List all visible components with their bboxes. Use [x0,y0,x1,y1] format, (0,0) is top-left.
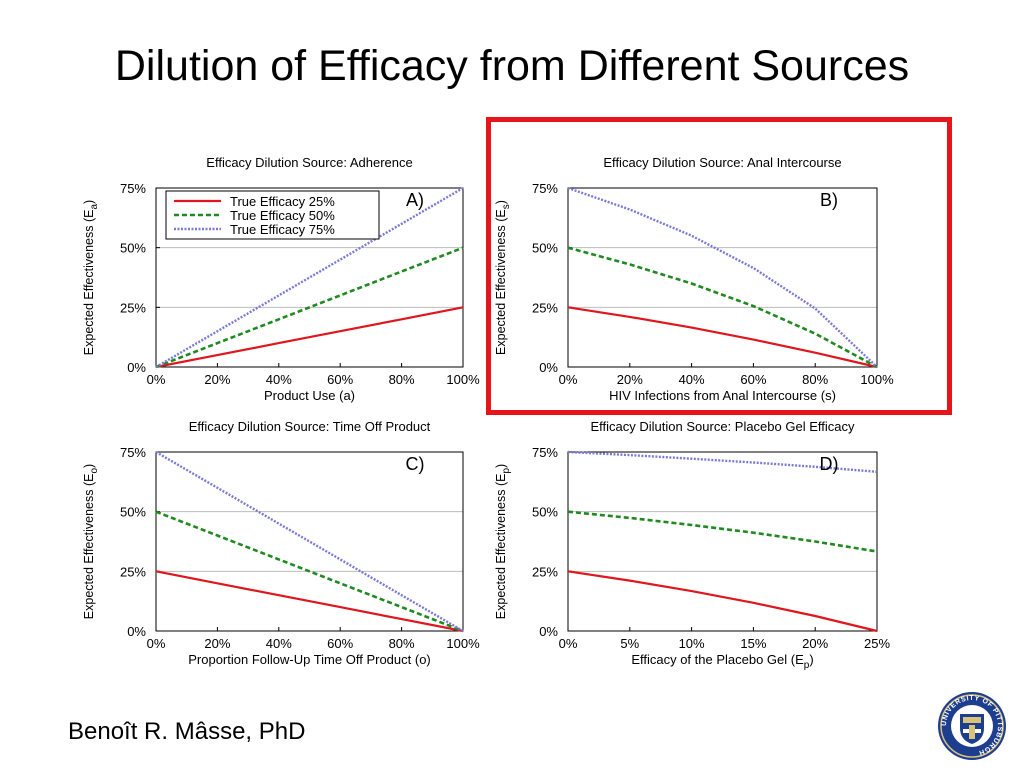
chart-title: Efficacy Dilution Source: Anal Intercour… [603,155,841,170]
chart-panel-a: 0% 25% 50% 75% 0% 20% 40% 60% 80% 100% Efficacy Di… [82,155,480,403]
chart-panel-c: 0% 25% 50% 75% 0% 20% 40% 60% 80% 100% Efficacy Di… [82,419,480,667]
series-line-25 [567,570,878,633]
y-tick-label: 50% [532,241,558,256]
x-tick-label: 0% [147,636,166,651]
y-tick-label: 50% [120,241,146,256]
y-tick-label: 25% [120,564,146,579]
series-line-25 [155,306,464,369]
y-axis-label: Expected Effectiveness (Es) [494,200,512,355]
x-tick-label: 0% [559,372,578,387]
y-axis-label: Expected Effectiveness (Ep) [494,464,512,619]
y-axis-label: Expected Effectiveness (Ea) [82,200,100,355]
x-tick-label: 100% [446,372,480,387]
x-tick-label: 0% [147,372,166,387]
author-name: Benoît R. Mâsse, PhD [68,718,306,745]
x-tick-label: 25% [864,636,890,651]
x-tick-label: 80% [389,372,415,387]
x-tick-label: 80% [389,636,415,651]
panel-label: A) [406,190,424,210]
x-tick-label: 20% [802,636,828,651]
series-line-50 [567,246,878,369]
x-tick-label: 100% [446,636,480,651]
legend-label: True Efficacy 50% [230,208,335,223]
x-axis-label: Product Use (a) [264,388,355,403]
x-tick-label: 10% [679,636,705,651]
series-line-50 [567,510,878,553]
y-tick-label: 50% [532,505,558,520]
x-axis-label: Proportion Follow-Up Time Off Product (o… [188,652,431,667]
chart-title: Efficacy Dilution Source: Placebo Gel Ef… [591,419,855,434]
x-tick-label: 40% [266,636,292,651]
x-tick-label: 20% [617,372,643,387]
x-tick-label: 5% [620,636,639,651]
y-tick-label: 50% [120,505,146,520]
y-tick-label: 25% [532,300,558,315]
y-axis-label: Expected Effectiveness (Eo) [82,464,100,619]
slide-title: Dilution of Efficacy from Different Sour… [114,42,910,90]
y-tick-label: 0% [539,624,558,639]
x-tick-label: 60% [740,372,766,387]
chart-panel-d: 0% 25% 50% 75% 0% 5% 10% 15% 20% 25% Efficacy Dilu… [494,419,890,671]
x-tick-label: 20% [204,636,230,651]
series-line-75 [567,450,878,473]
chart-panel-b: 0% 25% 50% 75% 0% 20% 40% 60% 80% 100% Efficacy Di… [494,155,894,403]
x-tick-label: 60% [327,636,353,651]
x-tick-label: 40% [679,372,705,387]
plot-frame [155,451,464,632]
series-line-75 [155,450,464,633]
legend-label: True Efficacy 25% [230,194,335,209]
y-tick-label: 25% [120,300,146,315]
chart-title: Efficacy Dilution Source: Time Off Produ… [189,419,431,434]
y-tick-label: 75% [120,445,146,460]
series-line-50 [155,510,464,633]
plot-frame [567,451,878,632]
y-tick-label: 75% [532,445,558,460]
y-tick-label: 75% [120,181,146,196]
x-axis-label: Efficacy of the Placebo Gel (Ep) [631,652,813,671]
x-axis-label: HIV Infections from Anal Intercourse (s) [609,388,836,403]
series-line-25 [155,570,464,633]
panel-label: B) [820,190,838,210]
x-tick-label: 20% [204,372,230,387]
series-line-50 [155,246,464,369]
legend-label: True Efficacy 75% [230,222,335,237]
x-tick-label: 15% [740,636,766,651]
x-tick-label: 100% [860,372,894,387]
plot-frame [567,187,878,368]
chart-title: Efficacy Dilution Source: Adherence [206,155,412,170]
university-seal-icon: UNIVERSITY OF PITTSBURGH [938,692,1006,760]
y-tick-label: 75% [532,181,558,196]
y-tick-label: 0% [127,360,146,375]
y-tick-label: 0% [539,360,558,375]
y-tick-label: 0% [127,624,146,639]
highlight-box [486,117,952,415]
series-line-25 [567,306,878,369]
x-tick-label: 60% [327,372,353,387]
x-tick-label: 80% [802,372,828,387]
panel-label: C) [406,454,425,474]
x-tick-label: 0% [559,636,578,651]
panel-label: D) [820,454,839,474]
plot-frame [155,187,464,368]
y-tick-label: 25% [532,564,558,579]
x-tick-label: 40% [266,372,292,387]
